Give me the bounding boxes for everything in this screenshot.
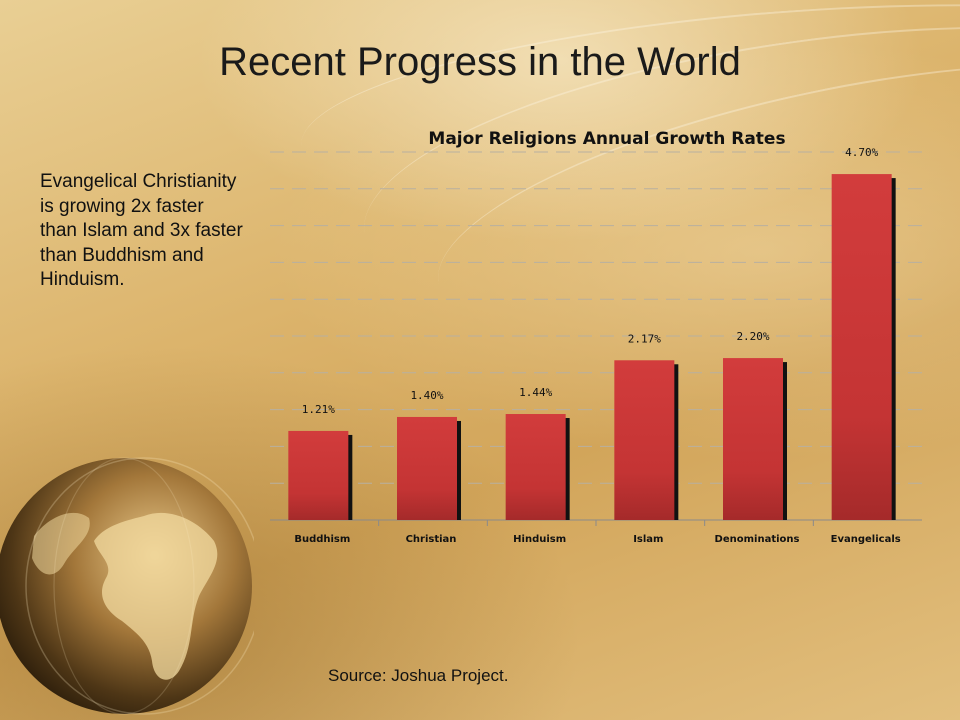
data-label: 1.44% <box>519 386 552 399</box>
side-text: Evangelical Christianity is growing 2x f… <box>40 171 243 290</box>
category-label: Christian <box>406 534 457 545</box>
bar-hinduism <box>505 414 566 520</box>
chart-bars: 1.21% Buddhism 1.40% Christian 1.44% Hinduism… <box>288 146 901 545</box>
category-label: Evangelicals <box>831 534 901 545</box>
data-label: 1.40% <box>410 389 443 402</box>
bar-evangelicals <box>831 174 892 520</box>
data-label: 1.21% <box>302 403 335 416</box>
bar-chart: Major Religions Annual Growth Rates 1.21… <box>270 129 922 545</box>
data-label: 2.17% <box>628 332 661 345</box>
bar-buddhism <box>288 430 349 520</box>
bar-christian <box>397 416 457 520</box>
category-label: Hinduism <box>513 534 566 545</box>
category-label: Denominations <box>715 534 800 545</box>
globe-icon <box>0 457 254 715</box>
category-label: Islam <box>633 534 663 545</box>
bar-denominations <box>723 358 783 520</box>
chart-title: Major Religions Annual Growth Rates <box>428 129 785 149</box>
source-note: Source: Joshua Project. <box>328 666 509 685</box>
bar-islam <box>614 360 675 520</box>
data-label: 4.70% <box>845 146 878 159</box>
category-label: Buddhism <box>294 534 350 545</box>
data-label: 2.20% <box>736 330 769 343</box>
slide-title: Recent Progress in the World <box>219 40 741 84</box>
chart-grid <box>270 151 922 484</box>
